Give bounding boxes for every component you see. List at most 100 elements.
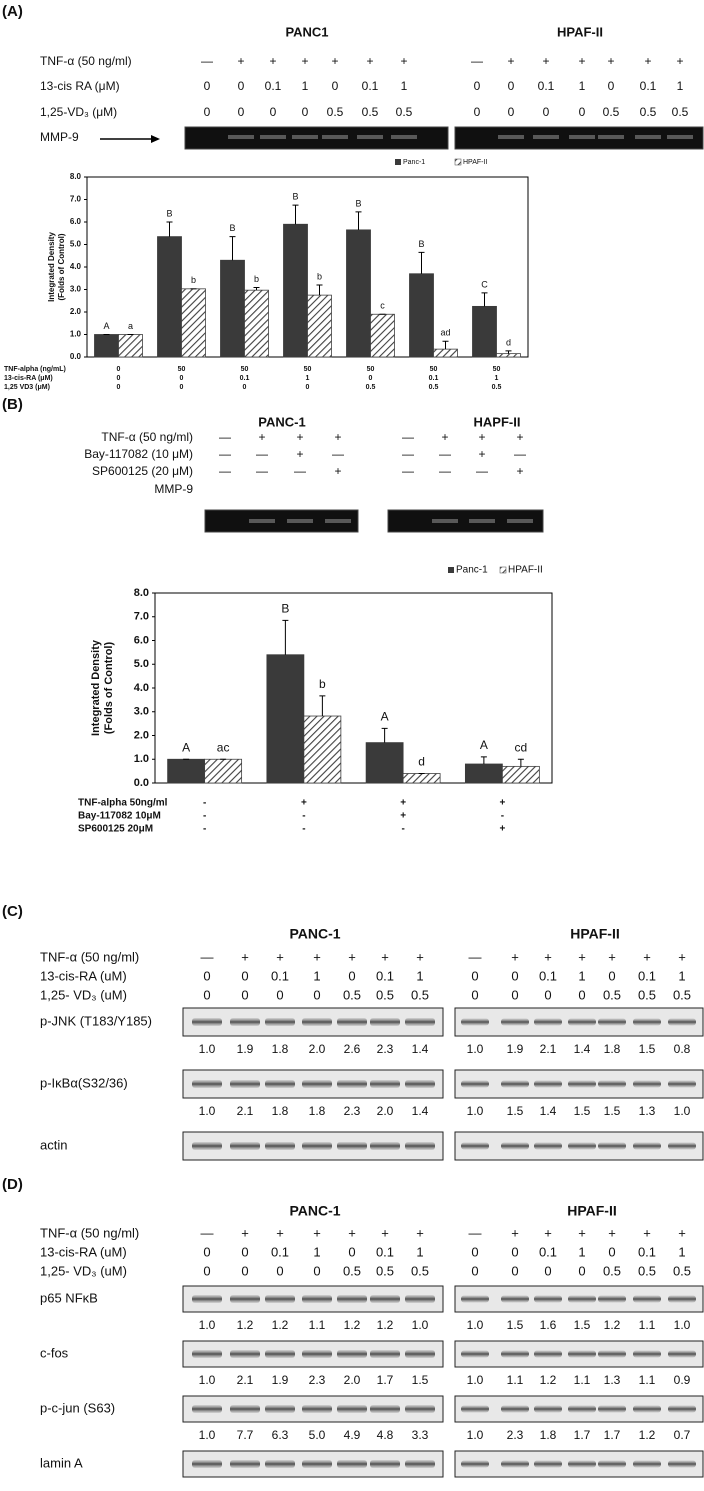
treatment-value: 0: [302, 105, 309, 119]
bar: [220, 259, 245, 358]
treatment-value: +: [544, 949, 552, 964]
band: [370, 1018, 400, 1026]
band: [598, 1142, 626, 1150]
legend-swatch: [395, 159, 401, 165]
bar: [157, 236, 182, 358]
band: [461, 1018, 489, 1026]
band: [501, 1142, 529, 1150]
arrow-head: [151, 135, 160, 143]
gel-band: [569, 135, 595, 139]
densitometry-value: 1.0: [467, 1104, 484, 1118]
densitometry-value: 3.3: [412, 1428, 429, 1442]
densitometry-value: 1.6: [540, 1318, 557, 1332]
condition-value: -: [501, 811, 504, 822]
treatment-value: +: [366, 54, 373, 68]
densitometry-value: 1.7: [604, 1428, 621, 1442]
treatment-value: —: [219, 430, 231, 444]
band: [633, 1350, 661, 1358]
error-bar: [292, 204, 299, 225]
treatment-value: 0.1: [539, 968, 557, 983]
condition-value: -: [401, 824, 404, 835]
treatment-value: 0: [608, 79, 615, 93]
band: [568, 1405, 596, 1413]
y-axis-label: Integrated Density: [47, 232, 56, 302]
band: [302, 1080, 332, 1088]
gel-label: MMP-9: [40, 130, 79, 144]
bar: [118, 334, 143, 358]
treatment-value: 0: [471, 968, 478, 983]
band: [192, 1142, 222, 1150]
densitometry-value: 1.5: [507, 1104, 524, 1118]
treatment-value: +: [511, 949, 519, 964]
band: [633, 1018, 661, 1026]
densitometry-value: 1.9: [237, 1042, 254, 1056]
bar: [472, 305, 497, 358]
treatment-value: 1: [302, 79, 309, 93]
blot-label: c-fos: [40, 1345, 69, 1360]
band: [337, 1080, 367, 1088]
band: [230, 1295, 260, 1303]
condition-value: +: [499, 824, 505, 835]
treatment-value: —: [294, 464, 306, 478]
bar: [501, 765, 540, 784]
condition-value: 0: [243, 384, 247, 391]
gel-band: [357, 135, 383, 139]
band: [668, 1460, 696, 1468]
band: [302, 1142, 332, 1150]
treatment-value: +: [301, 54, 308, 68]
y-tick-label: 6.0: [70, 217, 82, 226]
treatment-value: +: [296, 430, 303, 444]
significance-letter: B: [292, 192, 298, 202]
treatment-value: 0.1: [640, 79, 657, 93]
treatment-value: 0: [203, 1244, 210, 1259]
treatment-value: 0: [238, 105, 245, 119]
bar: [433, 348, 458, 358]
gel-band: [287, 519, 313, 523]
condition-value: 0: [117, 375, 121, 382]
treatment-value: 0.1: [376, 1244, 394, 1259]
y-tick-label: 1.0: [134, 753, 149, 765]
y-tick-label: 5.0: [70, 240, 82, 249]
gel-band: [260, 135, 286, 139]
blot-label: lamin A: [40, 1455, 83, 1470]
treatment-value: +: [381, 1225, 389, 1240]
treatment-value: 0: [544, 987, 551, 1002]
significance-letter: B: [166, 208, 172, 218]
treatment-value: 0: [276, 987, 283, 1002]
significance-letter: b: [319, 677, 326, 691]
treatment-value: —: [219, 464, 231, 478]
gel-band: [667, 135, 693, 139]
treatment-value: 1: [578, 968, 585, 983]
treatment-value: —: [256, 464, 268, 478]
panel-label: (D): [2, 1176, 23, 1193]
condition-value: 50: [304, 366, 312, 373]
densitometry-value: 0.9: [674, 1373, 691, 1387]
bar: [204, 758, 243, 784]
band: [568, 1460, 596, 1468]
error-bar: [253, 286, 260, 291]
treatment-value: 0: [203, 987, 210, 1002]
treatment-value: 0.5: [411, 987, 429, 1002]
treatment-value: +: [313, 1225, 321, 1240]
band: [501, 1018, 529, 1026]
densitometry-value: 1.9: [272, 1373, 289, 1387]
treatment-value: 0: [204, 105, 211, 119]
treatment-value: —: [439, 464, 451, 478]
bar: [167, 758, 206, 784]
legend-label: Panc-1: [403, 159, 425, 166]
y-tick-label: 2.0: [134, 729, 149, 741]
densitometry-value: 1.1: [574, 1373, 591, 1387]
treatment-label: TNF-α (50 ng/ml): [40, 54, 132, 68]
significance-letter: a: [128, 321, 133, 331]
band: [405, 1295, 435, 1303]
band: [265, 1460, 295, 1468]
densitometry-value: 1.5: [574, 1104, 591, 1118]
significance-letter: B: [355, 198, 361, 208]
treatment-value: +: [676, 54, 683, 68]
band: [534, 1018, 562, 1026]
treatment-value: 0.5: [673, 1263, 691, 1278]
densitometry-value: 1.5: [412, 1373, 429, 1387]
treatment-value: +: [542, 54, 549, 68]
treatment-value: 0.5: [396, 105, 413, 119]
band: [265, 1295, 295, 1303]
